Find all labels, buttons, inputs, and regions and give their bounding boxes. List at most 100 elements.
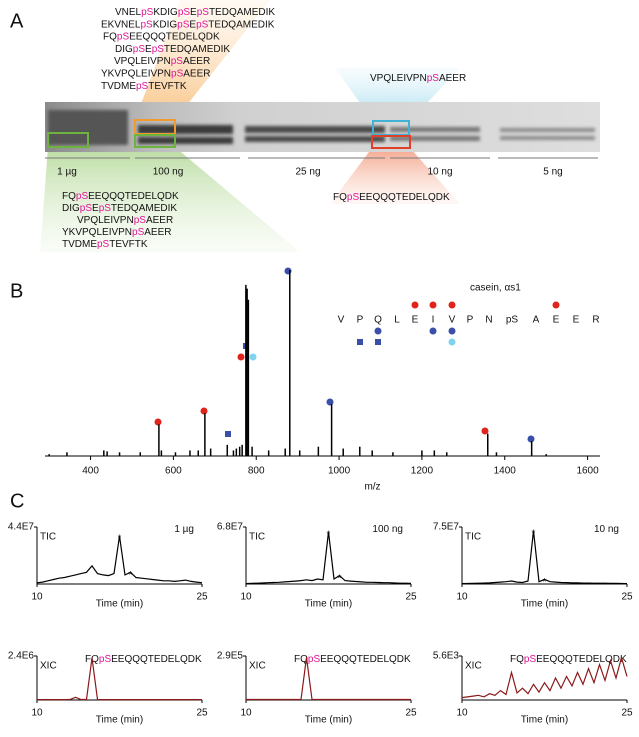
peptide-segment: pS [152,44,165,55]
trace [461,530,628,585]
peptide-segment: TEDQAMEDIK [164,44,230,55]
peptide-segment: pS [117,31,130,42]
x-tick-label: 10 [456,708,468,719]
peptide: VPQLEIVPNpSAEER [370,73,466,84]
y-axis-title: XIC [465,661,482,672]
lane-label: 100 ng [153,167,184,178]
peptide-segment: TEVFTK [109,239,148,250]
peptide-segment: DIG [115,44,133,55]
subtitle-segment: 1 µg [174,524,194,535]
annotation: * [129,570,133,581]
peptide-segment: pS [427,73,440,84]
sequence-residue: L [394,315,400,326]
annotation: * [532,528,536,539]
lane-label: 5 ng [543,167,562,178]
x-tick-label: 10 [31,708,43,719]
peptide: FQpSEEQQQTEDELQDK [333,192,450,203]
x-axis-title: Time (min) [305,599,352,610]
sequence-residue: I [432,315,435,326]
y-tick-label: 2.4E6 [8,651,35,662]
y-axis-title: TIC [465,532,481,543]
trace [36,536,203,584]
annotation: * [338,573,342,584]
peptide-segment: KDIG [153,19,178,30]
peptide-segment: AEER [183,68,210,79]
x-axis-title: Time (min) [96,599,143,610]
subtitle-segment: pS [524,654,537,665]
peptide-segment: pS [134,215,147,226]
peptide: VNELpSKDIGpSEpSTEDQAMEDIK [115,7,275,18]
x-axis-title: Time (min) [305,715,352,726]
panel-label: C [10,490,24,512]
sequence-residue: E [553,315,560,326]
peptide-segment: TEVFTK [148,80,187,91]
trace [245,531,412,585]
x-tick-label: 1200 [411,466,434,477]
peptide: TVDMEpSTEVFTK [101,80,187,91]
subtitle: 1 µg [174,524,194,535]
peptide: TVDMEpSTEVFTK [62,239,148,250]
y-tick-label: 2.9E5 [217,651,244,662]
peptide-segment: EEQQQTEDELQDK [359,192,450,203]
peptide-segment: AEER [183,56,210,67]
peptide-segment: EEQQQTEDELQDK [88,191,179,202]
peptide: DIGpSEpSTEDQAMEDIK [115,44,230,55]
peptide-segment: pS [80,203,93,214]
panel-label: A [10,10,24,32]
peptide-segment: pS [177,19,190,30]
peptide-segment: pS [196,19,209,30]
peptide-segment: E [145,44,152,55]
peptide-segment: EEQQQTEDELQDK [129,31,220,42]
peptide-segment: VPQLEIVPN [370,73,427,84]
x-tick-label: 10 [240,708,252,719]
x-tick-label: 25 [621,708,633,719]
callout [135,0,270,120]
annotation: * [327,530,331,541]
subtitle: FQpSEEQQQTEDELQDK [85,654,202,665]
x-axis-title: Time (min) [521,715,568,726]
y-tick-label: 7.5E7 [433,522,460,533]
x-tick-label: 800 [248,466,265,477]
peptide-segment: TEDQAMEDIK [209,7,275,18]
peptide: FQpSEEQQQTEDELQDK [103,31,220,42]
peptide: EKVNELpSKDIGpSEpSTEDQAMEDIK [101,19,275,30]
subtitle: 10 ng [594,524,619,535]
callout [330,148,460,204]
subtitle-segment: FQ [510,654,524,665]
subtitle-segment: 100 ng [372,524,403,535]
peptide-segment: E [92,203,99,214]
lane-label: 10 ng [427,167,452,178]
lane-label: 25 ng [295,167,320,178]
trace [246,657,411,701]
peptide-segment: YKVPQLEIVPN [101,68,171,79]
peptide-segment: VNEL [115,7,142,18]
y-tick-label: 4.4E7 [8,522,35,533]
x-tick-label: 25 [405,592,417,603]
subtitle: 100 ng [372,524,403,535]
peptide-segment: pS [99,203,112,214]
peptide-segment: pS [140,19,153,30]
subtitle-segment: 10 ng [594,524,619,535]
protein-name: casein, αs1 [470,283,521,294]
sequence-residue: R [592,315,599,326]
peptide-segment: TEDQAMEDIK [208,19,274,30]
sequence-residue: P [467,315,474,326]
x-tick-label: 1400 [494,466,517,477]
sequence-residue: V [449,315,456,326]
peptide-segment: AEER [146,215,173,226]
peptide-segment: FQ [333,192,347,203]
peptide-segment: TVDME [101,80,136,91]
x-tick-label: 25 [196,708,208,719]
peptide-segment: E [190,7,197,18]
x-tick-label: 10 [456,592,468,603]
peptide-segment: pS [197,7,210,18]
sequence-residue: E [412,315,419,326]
panel-label: B [10,280,23,302]
callout [40,147,300,252]
lane-label: 1 µg [57,167,77,178]
peptide-segment: pS [132,227,145,238]
trace [37,657,202,701]
peptide-segment: E [189,19,196,30]
peptide: YKVPQLEIVPNpSAEER [62,227,172,238]
x-tick-label: 10 [31,592,43,603]
